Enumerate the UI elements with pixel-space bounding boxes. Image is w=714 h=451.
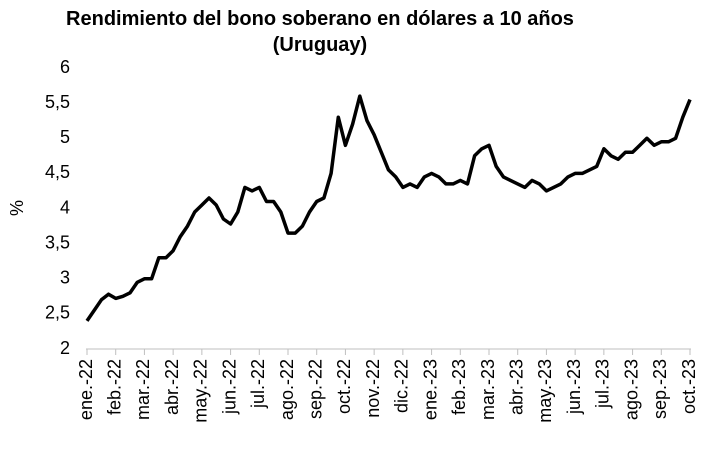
x-tick-label: ene.-23: [420, 359, 440, 420]
y-tick-label: 5,5: [45, 92, 70, 112]
y-tick-label: 2: [60, 338, 70, 358]
x-tick-label: oct.-22: [334, 359, 354, 414]
x-tick-label: abr.-22: [162, 359, 182, 415]
x-tick-label: feb.-23: [449, 359, 469, 415]
x-tick-label: jun.-22: [219, 359, 239, 415]
chart-title: Rendimiento del bono soberano en dólares…: [66, 8, 574, 56]
y-tick-label: 6: [60, 57, 70, 77]
x-tick-label: dic.-22: [392, 359, 412, 413]
x-tick-label: mar.-22: [133, 359, 153, 420]
y-tick-label: 3: [60, 268, 70, 288]
y-tick-label: 3,5: [45, 232, 70, 252]
y-tick-label: 4: [60, 197, 70, 217]
x-tick-label: feb.-22: [104, 359, 124, 415]
y-tick-label: 5: [60, 127, 70, 147]
x-tick-label: jul.-23: [593, 359, 613, 409]
x-tick-label: ago.-23: [621, 359, 641, 420]
x-tick-label: sep.-22: [305, 359, 325, 419]
x-tick-label: nov.-22: [363, 359, 383, 418]
y-tick-label: 4,5: [45, 162, 70, 182]
x-tick-label: may.-23: [535, 359, 555, 423]
x-tick-label: jul.-22: [248, 359, 268, 409]
y-tick-label: 2,5: [45, 303, 70, 323]
y-axis-label: %: [7, 200, 27, 216]
x-tick-label: jun.-23: [564, 359, 584, 415]
x-tick-label: abr.-23: [506, 359, 526, 415]
x-tick-label: ago.-22: [277, 359, 297, 420]
x-tick-label: ene.-22: [76, 359, 96, 420]
x-tick-label: may.-22: [191, 359, 211, 423]
x-tick-label: sep.-23: [650, 359, 670, 419]
line-series: [85, 94, 692, 322]
x-tick-label: mar.-23: [478, 359, 498, 420]
x-tick-label: oct.-23: [679, 359, 699, 414]
